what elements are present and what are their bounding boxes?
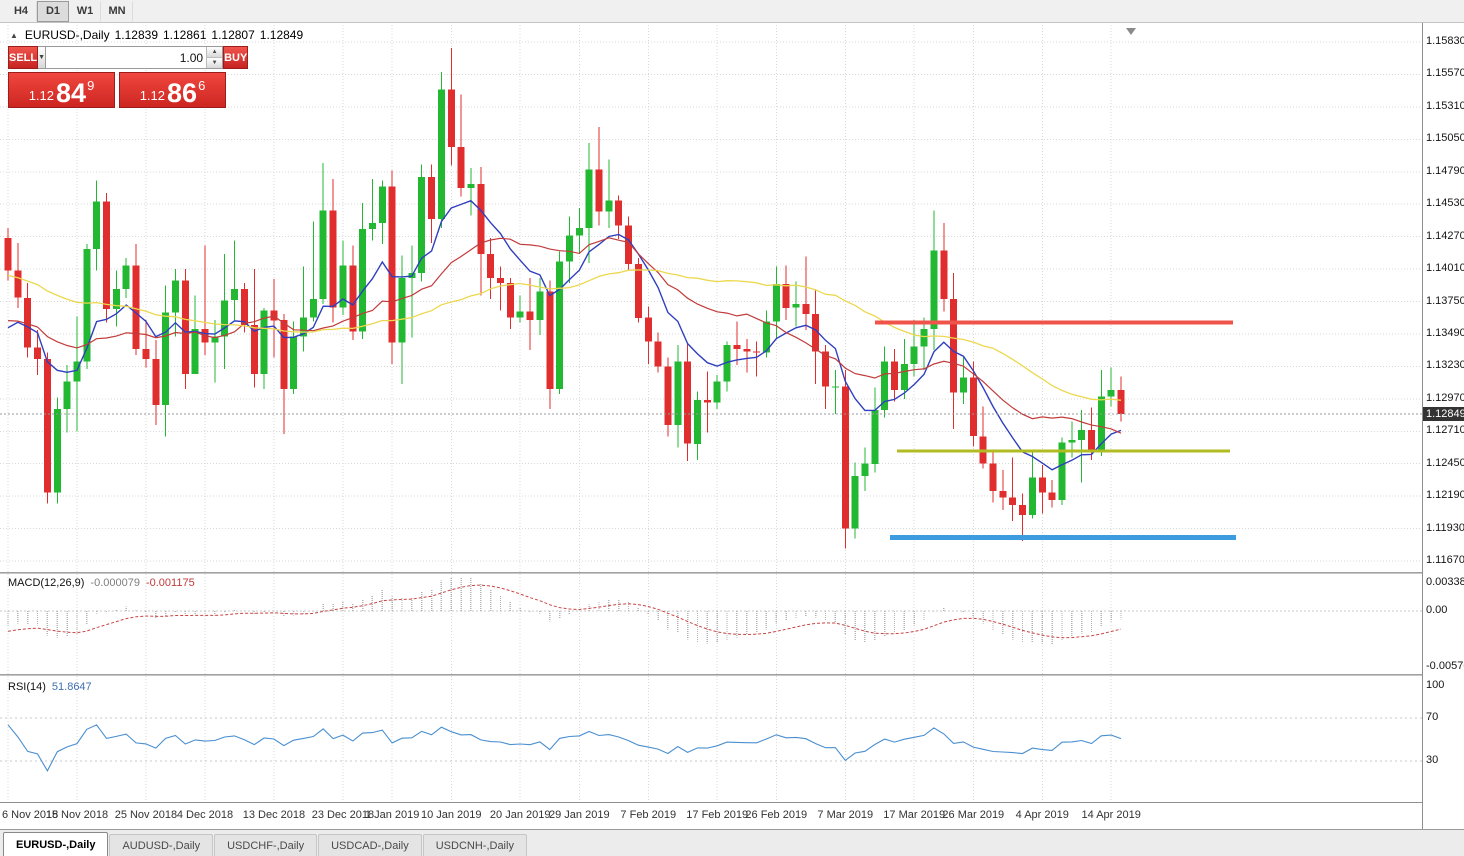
timeframe-button-mn[interactable]: MN bbox=[101, 0, 133, 22]
price-axis-label: 1.12710 bbox=[1426, 424, 1464, 437]
volume-decrease-button[interactable]: ▼ bbox=[207, 58, 223, 68]
rsi-title: RSI(14) bbox=[8, 681, 46, 693]
time-axis-label: 4 Dec 2018 bbox=[176, 809, 234, 821]
macd-scale-label: 0.003387 bbox=[1426, 576, 1464, 588]
ohlc-low: 1.12807 bbox=[211, 28, 255, 42]
price-axis-label: 1.14010 bbox=[1426, 262, 1464, 275]
time-axis-label: 7 Feb 2019 bbox=[620, 809, 677, 821]
time-axis-label: 7 Mar 2019 bbox=[817, 809, 874, 821]
ohlc-open: 1.12839 bbox=[114, 28, 158, 42]
tab-usdchf-daily[interactable]: USDCHF-,Daily bbox=[214, 834, 318, 856]
volume-spinner: ▲ ▼ bbox=[206, 47, 223, 68]
volume-increase-button[interactable]: ▲ bbox=[207, 47, 223, 58]
price-axis-label: 1.14270 bbox=[1426, 229, 1464, 242]
price-axis-label: 1.14530 bbox=[1426, 197, 1464, 210]
macd-title: MACD(12,26,9) bbox=[8, 577, 85, 589]
macd-label: MACD(12,26,9) -0.000079 -0.001175 bbox=[8, 577, 195, 589]
price-axis-label: 1.11930 bbox=[1426, 521, 1464, 534]
time-axis-label: 10 Jan 2019 bbox=[420, 809, 482, 821]
time-axis-label: 23 Dec 2018 bbox=[311, 809, 375, 821]
sell-button[interactable]: SELL bbox=[8, 46, 39, 69]
sell-price-big: 84 bbox=[56, 78, 87, 108]
panel-separator-macd[interactable] bbox=[0, 572, 1464, 574]
rsi-scale-label: 100 bbox=[1426, 679, 1445, 691]
ohlc-high: 1.12861 bbox=[163, 28, 207, 42]
time-axis-label: 4 Apr 2019 bbox=[1015, 809, 1069, 821]
price-axis-label: 1.15570 bbox=[1426, 67, 1464, 80]
dropdown-arrow-icon: ▼ bbox=[38, 54, 46, 61]
time-axis-label: 26 Mar 2019 bbox=[942, 809, 1005, 821]
main-chart-canvas[interactable] bbox=[0, 22, 1422, 572]
tab-usdcnh-daily[interactable]: USDCNH-,Daily bbox=[422, 834, 527, 856]
price-axis-label: 1.13750 bbox=[1426, 294, 1464, 307]
buy-price-button[interactable]: 1.12 86 6 bbox=[119, 72, 226, 108]
time-axis-label: 6 Nov 2018 bbox=[2, 809, 59, 821]
chart-tab-bar: EURUSD-,Daily AUDUSD-,Daily USDCHF-,Dail… bbox=[0, 829, 1464, 856]
macd-signal-value: -0.001175 bbox=[145, 577, 195, 589]
timeframe-toolbar: H4 D1 W1 MN bbox=[0, 0, 1464, 23]
price-axis-label: 1.15830 bbox=[1426, 35, 1464, 47]
tab-audusd-daily[interactable]: AUDUSD-,Daily bbox=[109, 834, 214, 856]
sell-price-prefix: 1.12 bbox=[28, 88, 55, 103]
sell-price-sup: 9 bbox=[87, 78, 95, 93]
macd-main-value: -0.000079 bbox=[90, 577, 140, 589]
time-axis-label: 25 Nov 2018 bbox=[114, 809, 178, 821]
panel-separator-rsi[interactable] bbox=[0, 674, 1464, 676]
chart-symbol: EURUSD-,Daily bbox=[24, 28, 110, 42]
price-axis-label: 1.14790 bbox=[1426, 164, 1464, 177]
current-price-badge: 1.12849 bbox=[1423, 406, 1464, 421]
price-axis-label: 1.11670 bbox=[1426, 554, 1464, 567]
buy-button[interactable]: BUY bbox=[223, 46, 249, 69]
price-axis-label: 1.12190 bbox=[1426, 489, 1464, 502]
buy-price-prefix: 1.12 bbox=[139, 88, 166, 103]
one-click-panel-toggle-icon[interactable]: ▲ bbox=[10, 30, 18, 40]
price-axis[interactable]: 1.12849 1.15830 1.15570 1.15310 1.15050 1.14… bbox=[1422, 22, 1464, 829]
macd-indicator-canvas[interactable] bbox=[0, 574, 1422, 674]
sell-price-button[interactable]: 1.12 84 9 bbox=[8, 72, 115, 108]
time-axis-label: 14 Apr 2019 bbox=[1081, 809, 1141, 821]
time-axis-label: 1 Jan 2019 bbox=[364, 809, 420, 821]
timeframe-button-w1[interactable]: W1 bbox=[69, 0, 101, 22]
chart-shift-marker-icon[interactable] bbox=[1126, 28, 1136, 35]
time-axis-label: 13 Dec 2018 bbox=[242, 809, 306, 821]
volume-dropdown-button[interactable]: ▼ bbox=[38, 46, 47, 69]
time-axis-label: 15 Nov 2018 bbox=[45, 809, 109, 821]
price-axis-label: 1.15310 bbox=[1426, 99, 1464, 112]
chart-ohlc-title: ▲ EURUSD-,Daily 1.12839 1.12861 1.12807 … bbox=[10, 28, 303, 42]
rsi-scale-label: 30 bbox=[1426, 753, 1439, 766]
tab-usdcad-daily[interactable]: USDCAD-,Daily bbox=[318, 834, 422, 856]
price-axis-label: 1.12450 bbox=[1426, 456, 1464, 469]
rsi-label: RSI(14) 51.8647 bbox=[8, 681, 92, 693]
price-axis-label: 1.13230 bbox=[1426, 359, 1464, 372]
volume-input[interactable] bbox=[46, 47, 207, 68]
time-axis-label: 17 Feb 2019 bbox=[686, 809, 749, 821]
buy-price-sup: 6 bbox=[198, 78, 206, 93]
timeframe-button-h4[interactable]: H4 bbox=[5, 0, 37, 22]
price-axis-label: 1.13490 bbox=[1426, 326, 1464, 339]
rsi-scale-label: 70 bbox=[1426, 711, 1439, 724]
macd-scale-label: -0.00576 bbox=[1426, 660, 1464, 672]
volume-field: ▲ ▼ bbox=[46, 46, 224, 69]
timeframe-button-d1[interactable]: D1 bbox=[37, 0, 69, 22]
macd-scale-label: 0.00 bbox=[1426, 604, 1448, 617]
time-axis-label: 20 Jan 2019 bbox=[489, 809, 551, 821]
rsi-value: 51.8647 bbox=[51, 681, 92, 693]
time-axis-label: 29 Jan 2019 bbox=[549, 809, 610, 821]
price-axis-label: 1.15050 bbox=[1426, 132, 1464, 145]
buy-price-big: 86 bbox=[167, 78, 198, 108]
tab-eurusd-daily[interactable]: EURUSD-,Daily bbox=[3, 832, 109, 856]
price-axis-label: 1.12970 bbox=[1426, 391, 1464, 404]
rsi-indicator-canvas[interactable] bbox=[0, 676, 1422, 802]
ohlc-close: 1.12849 bbox=[259, 28, 304, 42]
time-axis-label: 26 Feb 2019 bbox=[745, 809, 808, 821]
time-axis-label: 17 Mar 2019 bbox=[883, 809, 946, 821]
time-axis[interactable]: 6 Nov 2018 15 Nov 2018 25 Nov 2018 4 Dec 20… bbox=[0, 802, 1422, 830]
